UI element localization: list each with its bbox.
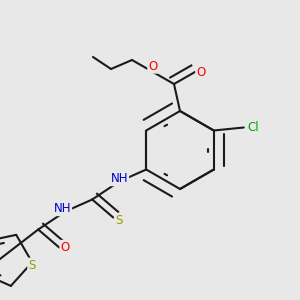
Text: NH: NH — [110, 172, 128, 185]
Text: S: S — [28, 259, 36, 272]
Text: O: O — [196, 65, 206, 79]
Text: O: O — [148, 59, 158, 73]
Text: Cl: Cl — [247, 121, 259, 134]
Text: S: S — [116, 214, 123, 227]
Text: NH: NH — [53, 202, 71, 215]
Text: O: O — [61, 241, 70, 254]
